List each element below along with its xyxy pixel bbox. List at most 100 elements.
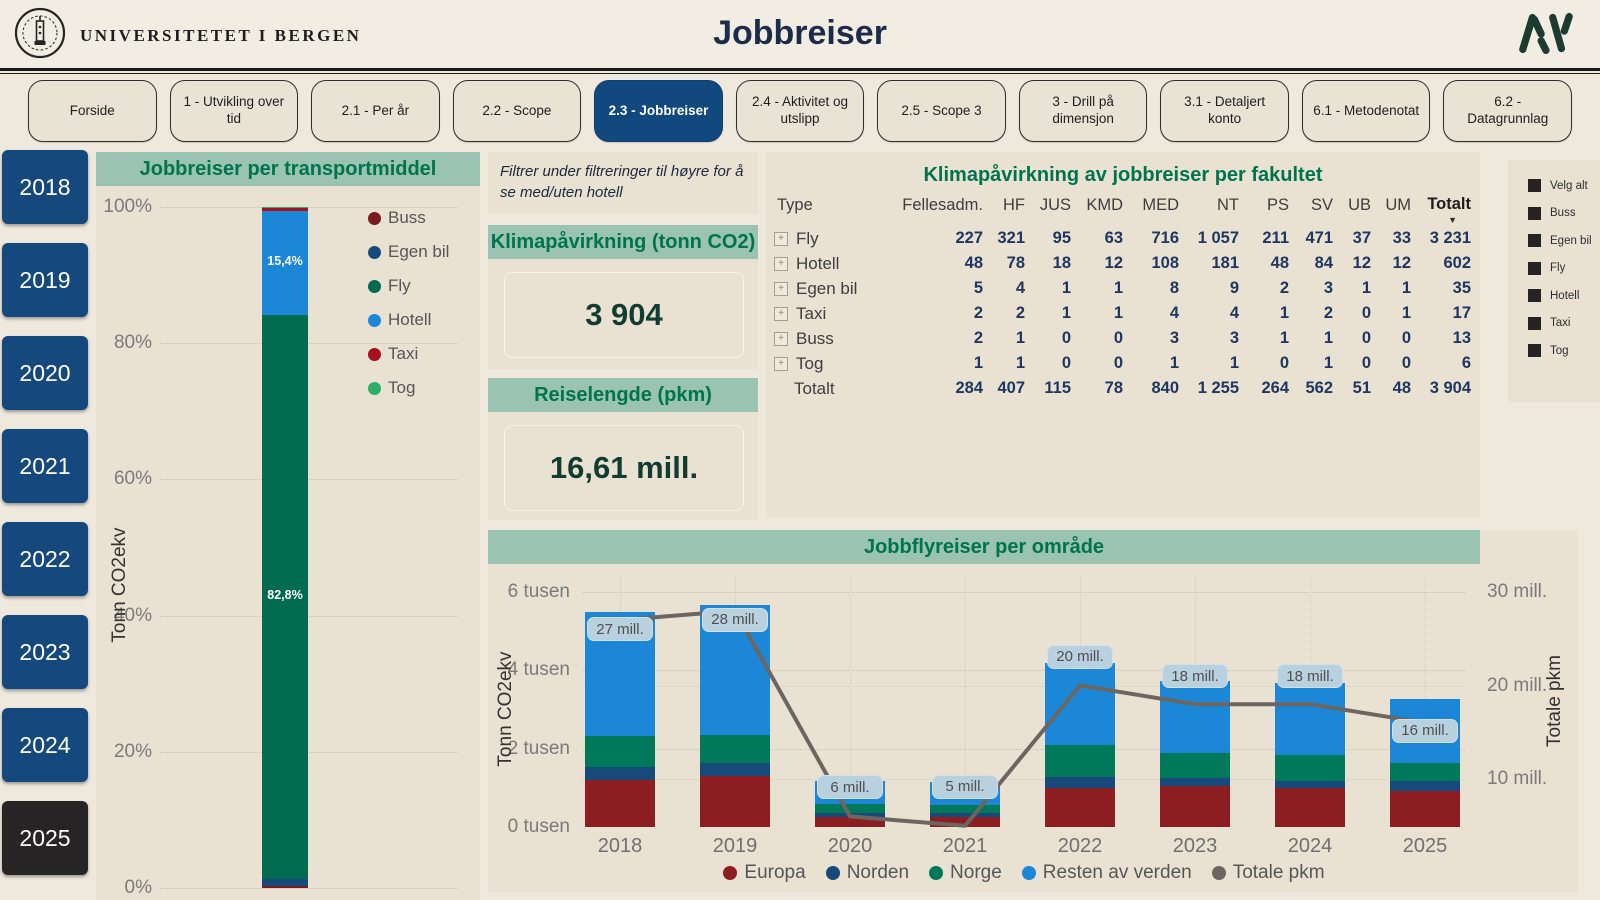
bar-segment-europa-2024[interactable]: [1275, 787, 1345, 827]
bar-segment-norden-2019[interactable]: [700, 763, 770, 777]
table-cell[interactable]: 407: [997, 379, 1025, 397]
legend-item-resten-av-verden[interactable]: Resten av verden: [1021, 862, 1192, 884]
legend-item-buss[interactable]: Buss: [368, 208, 426, 228]
tab-2-4-aktivitet-og-utslipp[interactable]: 2.4 - Aktivitet og utslipp: [735, 80, 865, 142]
table-cell[interactable]: 2: [973, 304, 983, 322]
bar-segment-resten-av-verden-2022[interactable]: [1045, 663, 1115, 746]
expand-icon[interactable]: +: [774, 232, 788, 246]
bar-segment-europa-2025[interactable]: [1390, 790, 1460, 827]
table-cell[interactable]: 2: [1279, 279, 1289, 297]
table-cell[interactable]: 1: [1015, 354, 1025, 372]
bar-segment-resten-av-verden-2024[interactable]: [1275, 683, 1345, 756]
tab-2-3-jobbreiser[interactable]: 2.3 - Jobbreiser: [594, 80, 723, 142]
legend-item-tog[interactable]: Tog: [368, 378, 415, 398]
bar-segment-norden-2023[interactable]: [1160, 777, 1230, 786]
table-cell[interactable]: 12: [1392, 254, 1411, 272]
filter-checkbox-buss[interactable]: Buss: [1528, 200, 1600, 228]
bar-segment-norge-2024[interactable]: [1275, 755, 1345, 781]
table-cell[interactable]: 1: [1401, 304, 1411, 322]
tab-1-utvikling-over-tid[interactable]: 1 - Utvikling over tid: [169, 80, 299, 142]
table-cell[interactable]: 602: [1443, 254, 1471, 272]
bar-segment-norge-2019[interactable]: [700, 735, 770, 764]
table-cell[interactable]: 0: [1279, 354, 1289, 372]
bar-segment-egen-bil[interactable]: [262, 879, 308, 886]
tab-forside[interactable]: Forside: [28, 80, 157, 142]
table-cell[interactable]: 227: [955, 229, 983, 247]
table-cell[interactable]: 1: [1061, 279, 1071, 297]
table-cell[interactable]: 840: [1151, 379, 1179, 397]
table-cell[interactable]: 1: [1279, 329, 1289, 347]
bar-segment-norden-2020[interactable]: [815, 813, 885, 818]
filter-checkbox-egen-bil[interactable]: Egen bil: [1528, 227, 1600, 255]
column-header-totalt[interactable]: Totalt ▼: [1414, 194, 1474, 227]
table-cell[interactable]: 8: [1169, 279, 1179, 297]
expand-icon[interactable]: +: [774, 257, 788, 271]
table-cell[interactable]: 63: [1104, 229, 1123, 247]
table-cell[interactable]: 321: [997, 229, 1025, 247]
table-cell[interactable]: 3 231: [1429, 229, 1471, 247]
table-cell[interactable]: 48: [1270, 254, 1289, 272]
table-cell[interactable]: 48: [1392, 379, 1411, 397]
bar-segment-norden-2021[interactable]: [930, 813, 1000, 818]
table-cell[interactable]: 4: [1015, 279, 1025, 297]
table-cell[interactable]: 1: [1169, 354, 1179, 372]
filter-checkbox-taxi[interactable]: Taxi: [1528, 310, 1600, 338]
table-cell[interactable]: 2: [1323, 304, 1333, 322]
table-cell[interactable]: 0: [1361, 329, 1371, 347]
table-cell[interactable]: 95: [1052, 229, 1071, 247]
legend-item-hotell[interactable]: Hotell: [368, 310, 431, 330]
table-cell[interactable]: 0: [1401, 329, 1411, 347]
table-cell[interactable]: 1: [1323, 329, 1333, 347]
year-button-2023[interactable]: 2023: [2, 615, 88, 689]
table-cell[interactable]: 0: [1113, 354, 1123, 372]
legend-item-totale-pkm[interactable]: Totale pkm: [1211, 862, 1325, 884]
table-cell[interactable]: 1 057: [1197, 229, 1239, 247]
table-cell[interactable]: 0: [1113, 329, 1123, 347]
table-cell[interactable]: 18: [1052, 254, 1071, 272]
legend-item-egen-bil[interactable]: Egen bil: [368, 242, 449, 262]
expand-icon[interactable]: +: [774, 357, 788, 371]
table-cell[interactable]: 4: [1169, 304, 1179, 322]
bar-segment-norge-2020[interactable]: [815, 804, 885, 814]
bar-segment-europa-2021[interactable]: [930, 817, 1000, 827]
filter-checkbox-fly[interactable]: Fly: [1528, 255, 1600, 283]
table-cell[interactable]: 264: [1261, 379, 1289, 397]
bar-segment-norge-2025[interactable]: [1390, 763, 1460, 782]
table-cell[interactable]: 115: [1044, 379, 1071, 397]
tab-2-5-scope-3[interactable]: 2.5 - Scope 3: [877, 80, 1006, 142]
table-cell[interactable]: 284: [955, 379, 983, 397]
bar-segment-europa-2020[interactable]: [815, 817, 885, 827]
table-cell[interactable]: 17: [1452, 304, 1471, 322]
table-cell[interactable]: 6: [1461, 354, 1471, 372]
table-cell[interactable]: 12: [1104, 254, 1123, 272]
table-cell[interactable]: 0: [1061, 329, 1071, 347]
legend-item-taxi[interactable]: Taxi: [368, 344, 418, 364]
table-cell[interactable]: 84: [1314, 254, 1333, 272]
year-button-2024[interactable]: 2024: [2, 708, 88, 782]
bar-segment-norden-2022[interactable]: [1045, 776, 1115, 788]
bar-segment-norge-2022[interactable]: [1045, 745, 1115, 777]
table-cell[interactable]: 1: [1015, 329, 1025, 347]
table-cell[interactable]: 1: [1113, 279, 1123, 297]
bar-segment-norge-2023[interactable]: [1160, 752, 1230, 778]
table-cell[interactable]: 78: [1104, 379, 1123, 397]
table-cell[interactable]: 78: [1006, 254, 1025, 272]
tab-6-2-datagrunnlag[interactable]: 6.2 - Datagrunnlag: [1443, 80, 1573, 142]
filter-checkbox-tog[interactable]: Tog: [1528, 337, 1600, 365]
year-button-2021[interactable]: 2021: [2, 429, 88, 503]
table-cell[interactable]: 33: [1392, 229, 1411, 247]
table-cell[interactable]: 5: [973, 279, 983, 297]
year-button-2019[interactable]: 2019: [2, 243, 88, 317]
tab-3-drill-på-dimensjon[interactable]: 3 - Drill på dimensjon: [1018, 80, 1148, 142]
table-cell[interactable]: 1: [1401, 279, 1411, 297]
table-cell[interactable]: 0: [1401, 354, 1411, 372]
year-button-2020[interactable]: 2020: [2, 336, 88, 410]
legend-item-fly[interactable]: Fly: [368, 276, 411, 296]
table-cell[interactable]: 1: [973, 354, 983, 372]
tab-2-2-scope[interactable]: 2.2 - Scope: [452, 80, 582, 142]
table-cell[interactable]: 1: [1061, 304, 1071, 322]
table-cell[interactable]: 1: [1361, 279, 1371, 297]
table-cell[interactable]: 3: [1169, 329, 1179, 347]
table-cell[interactable]: 211: [1262, 229, 1289, 247]
bar-segment-norden-2025[interactable]: [1390, 781, 1460, 791]
